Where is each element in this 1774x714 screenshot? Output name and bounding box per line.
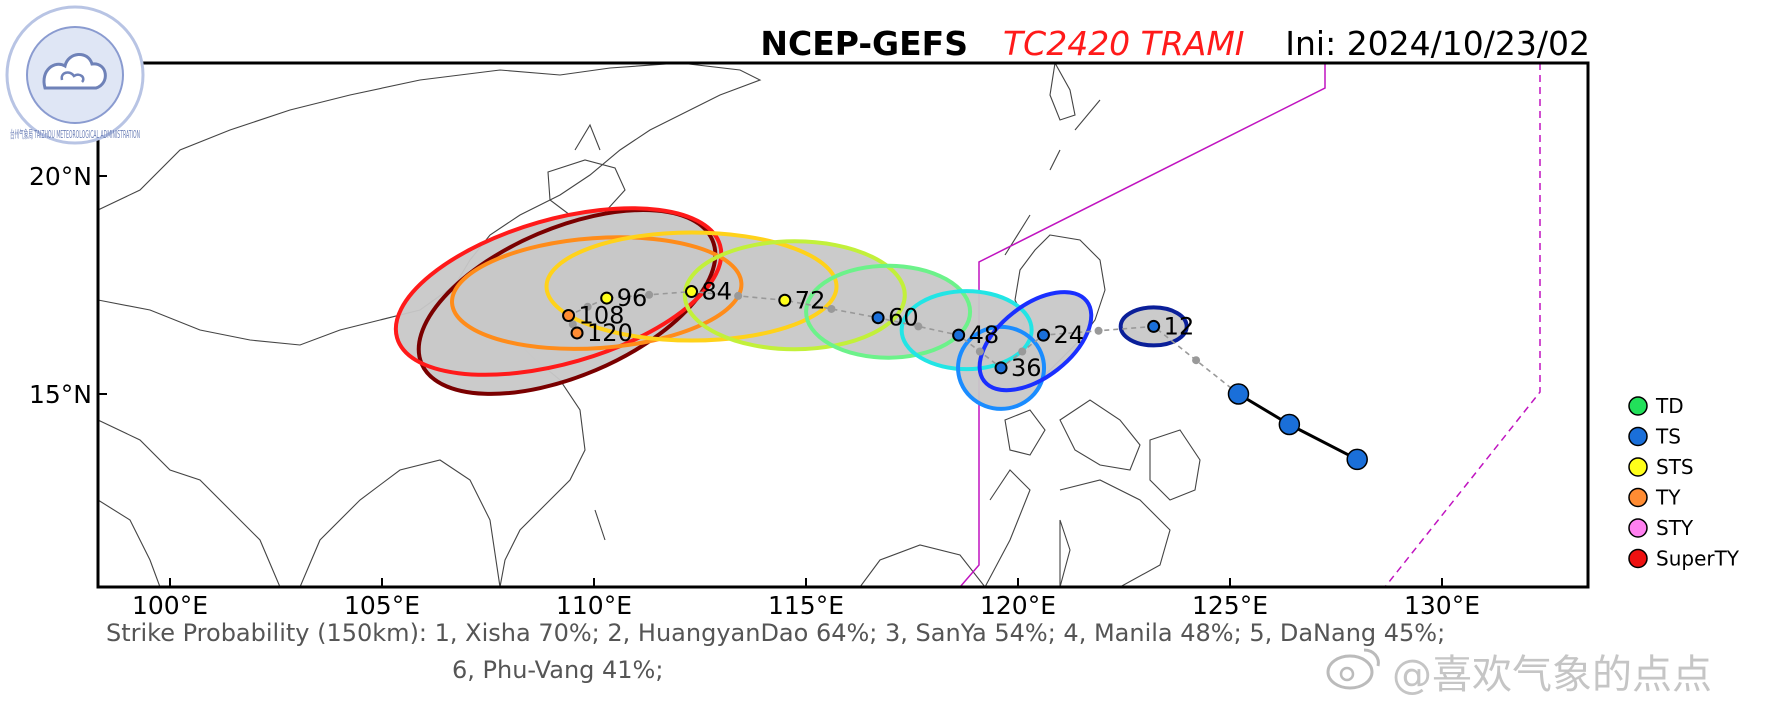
forecast-hour-label: 24 xyxy=(1053,321,1084,349)
forecast-hour-label: 60 xyxy=(888,304,919,332)
watermark: @喜欢气象的点点 xyxy=(1326,648,1712,698)
observed-position xyxy=(1346,448,1368,471)
legend-marker-superty xyxy=(1628,548,1648,569)
forecast-hour-label: 84 xyxy=(702,278,733,306)
legend-marker-ts xyxy=(1628,426,1648,447)
cloud-seal-icon: 台州气象局 TAIZHOU METEOROLOGICAL ADMINISTRAT… xyxy=(5,5,145,145)
probability-ellipse-84h xyxy=(544,230,839,343)
forecast-position-60h xyxy=(871,311,885,325)
intermediate-track-dot xyxy=(975,347,984,356)
map-border xyxy=(96,61,1590,589)
intermediate-track-dot xyxy=(1094,326,1103,335)
forecast-hour-label: 96 xyxy=(617,284,648,312)
legend-label: STY xyxy=(1656,516,1694,540)
intermediate-track-dot xyxy=(1192,356,1201,365)
legend-marker-ty xyxy=(1628,487,1648,508)
probability-ellipse-36h xyxy=(956,324,1047,411)
title-init: Ini: 2024/10/23/02 xyxy=(1285,24,1590,63)
legend-label: TD xyxy=(1655,394,1684,418)
observed-position xyxy=(1227,383,1250,405)
forecast-position-12h xyxy=(1147,319,1161,333)
intermediate-track-dot xyxy=(827,304,836,313)
intermediate-track-dot xyxy=(1018,347,1027,356)
legend-label: TY xyxy=(1655,486,1681,510)
lon-tick-label: 125°E xyxy=(1192,591,1268,620)
weibo-icon xyxy=(1326,648,1380,690)
forecast-hour-label: 12 xyxy=(1164,312,1195,340)
lon-tick-label: 130°E xyxy=(1404,591,1480,620)
legend-marker-sts xyxy=(1628,457,1648,477)
observed-position xyxy=(1278,413,1301,436)
probability-ellipse-48h xyxy=(899,289,1034,372)
intermediate-track-dot xyxy=(645,290,654,299)
probability-ellipse-24h xyxy=(977,290,1094,393)
responsibility-boundary xyxy=(959,63,1541,587)
forecast-position-108h xyxy=(562,309,576,323)
forecast-position-72h xyxy=(778,293,792,307)
lat-tick-label: 15°N xyxy=(29,380,92,409)
legend-marker-sty xyxy=(1628,518,1648,538)
legend-label: SuperTY xyxy=(1656,547,1740,571)
probability-ellipse-60h xyxy=(804,263,973,360)
category-legend: TD TS STS TY STY SuperTY xyxy=(1628,394,1740,571)
forecast-position-48h xyxy=(952,328,966,342)
strike-probability-line2: 6, Phu-Vang 41%; xyxy=(452,656,663,684)
forecast-position-84h xyxy=(685,285,699,299)
intermediate-track-dot xyxy=(568,320,577,329)
lon-tick-label: 115°E xyxy=(768,591,844,620)
legend-marker-td xyxy=(1628,396,1648,416)
intermediate-track-dot xyxy=(734,291,743,300)
logo-text: 台州气象局 TAIZHOU METEOROLOGICAL ADMINISTRAT… xyxy=(10,127,140,141)
forecast-hour-label: 120 xyxy=(587,319,633,347)
strike-probability: Strike Probability (150km): 1, Xisha 70%… xyxy=(106,619,1445,684)
forecast-hour-label: 108 xyxy=(579,302,625,330)
forecast-position-36h xyxy=(994,361,1008,375)
probability-ellipse-72h xyxy=(682,239,907,352)
title-storm: TC2420 TRAMI xyxy=(1003,24,1245,63)
lat-tick-label: 20°N xyxy=(29,162,92,191)
probability-ellipse-96h xyxy=(450,235,744,351)
watermark-text: @喜欢气象的点点 xyxy=(1392,652,1712,698)
legend-label: TS xyxy=(1655,425,1681,449)
lon-tick-label: 120°E xyxy=(980,591,1056,620)
lon-tick-label: 105°E xyxy=(344,591,420,620)
legend-label: STS xyxy=(1656,455,1694,479)
forecast-hour-label: 48 xyxy=(969,321,1000,349)
lon-tick-label: 100°E xyxy=(132,591,208,620)
intermediate-track-dot xyxy=(583,302,592,311)
probability-ellipse-108h xyxy=(393,206,724,377)
forecast-position-120h xyxy=(570,326,584,340)
lon-tick-label: 110°E xyxy=(556,591,632,620)
map-title: NCEP-GEFS TC2420 TRAMI Ini: 2024/10/23/0… xyxy=(760,24,1590,63)
map-axes: 100°E 105°E 110°E 115°E 120°E 125°E 130°E 20°N 1… xyxy=(29,162,1480,620)
forecast-hour-label: 72 xyxy=(795,286,826,314)
probability-ellipse-12h xyxy=(1118,305,1189,348)
forecast-hour-label: 36 xyxy=(1011,354,1042,382)
title-model: NCEP-GEFS xyxy=(760,24,968,63)
forecast-position-96h xyxy=(600,291,614,305)
strike-probability-line1: Strike Probability (150km): 1, Xisha 70%… xyxy=(106,619,1445,647)
intermediate-track-dot xyxy=(914,322,923,331)
coastlines xyxy=(98,63,1201,587)
forecast-position-24h xyxy=(1036,328,1050,342)
